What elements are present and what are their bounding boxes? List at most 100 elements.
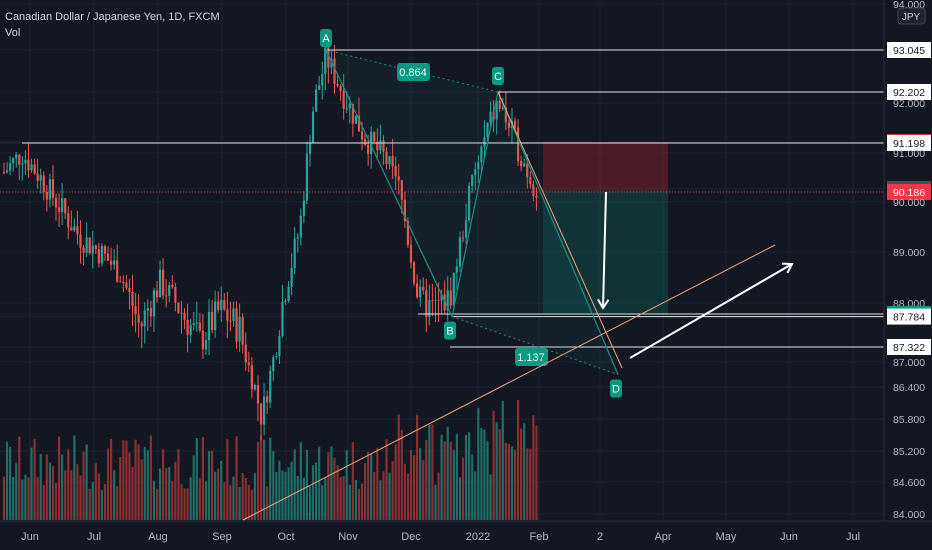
candle-body xyxy=(437,299,440,301)
candle-body xyxy=(210,311,214,331)
horizontal-levels[interactable] xyxy=(0,49,884,348)
candle-body xyxy=(336,84,339,86)
ratio-badge[interactable] xyxy=(515,348,548,366)
volume-bar xyxy=(220,461,223,520)
pattern-point-a-badge[interactable] xyxy=(320,29,332,47)
volume-bar xyxy=(5,441,9,520)
volume-bar xyxy=(76,464,79,520)
volume-bar xyxy=(223,482,226,520)
volume-bar xyxy=(67,449,70,520)
price-tag[interactable] xyxy=(887,84,931,100)
up-arrow[interactable] xyxy=(629,262,794,359)
candle-body xyxy=(315,89,318,112)
time-tick-label: 2022 xyxy=(466,531,490,543)
currency-badge[interactable] xyxy=(897,7,926,25)
time-tick-label: Apr xyxy=(654,531,671,543)
up-arrow-shaft xyxy=(629,263,793,359)
volume-bar xyxy=(122,440,125,520)
candle-body xyxy=(449,290,452,306)
trend-line[interactable] xyxy=(242,244,776,521)
volume-label: Vol xyxy=(5,27,21,39)
volume-bar xyxy=(137,444,140,520)
currency-badge-label: JPY xyxy=(902,12,921,23)
price-tag-label: 91.198 xyxy=(893,138,925,150)
price-tick-label: 87.000 xyxy=(893,357,925,369)
candle-body xyxy=(290,268,293,287)
candle-body xyxy=(180,312,183,314)
price-tag[interactable] xyxy=(887,308,931,325)
volume-bar xyxy=(523,423,526,520)
candle-body xyxy=(165,295,168,297)
volume-bar xyxy=(373,472,376,520)
stop-loss-zone[interactable] xyxy=(543,142,668,191)
volume-bar xyxy=(149,435,152,520)
volume-bar xyxy=(217,468,220,520)
price-tick-label: 92.000 xyxy=(893,98,925,110)
volume-bar xyxy=(400,429,403,520)
pattern-leg[interactable] xyxy=(497,91,619,375)
price-tag[interactable] xyxy=(887,184,931,200)
volume-bar xyxy=(468,432,471,520)
projection-arrows[interactable] xyxy=(242,191,794,521)
candle-body xyxy=(103,245,107,254)
pattern-leg[interactable] xyxy=(451,91,499,317)
price-tag[interactable] xyxy=(887,135,931,151)
volume-bar xyxy=(434,484,437,520)
candle-body xyxy=(70,227,73,231)
candle-body xyxy=(299,215,302,238)
volume-bar xyxy=(64,470,67,520)
volume-bar xyxy=(425,439,428,520)
volume-bar xyxy=(480,428,483,520)
candle-body xyxy=(403,199,406,222)
volume-bar xyxy=(27,477,30,520)
time-tick-label: Oct xyxy=(277,531,294,543)
volume-bar xyxy=(529,448,532,520)
volume-bar xyxy=(263,439,266,520)
pattern-ratio-line xyxy=(451,316,619,375)
candle-body xyxy=(149,308,152,317)
volume-bar xyxy=(532,415,535,520)
pattern-point-label: C xyxy=(494,71,502,83)
pattern-point-c-badge[interactable] xyxy=(492,67,504,85)
price-tag[interactable] xyxy=(887,339,931,355)
chart-title: Canadian Dollar / Japanese Yen, 1D, FXCM xyxy=(5,11,220,23)
candle-body xyxy=(61,198,64,212)
time-tick-label: Jul xyxy=(87,531,101,543)
candle-body xyxy=(192,323,195,326)
volume-bar xyxy=(238,487,241,520)
pattern-point-d-badge[interactable] xyxy=(610,379,622,398)
volume-bar xyxy=(296,475,299,520)
harmonic-pattern[interactable]: A B C D 0.864 1.137 xyxy=(320,29,623,398)
volume-bar xyxy=(131,467,134,520)
volume-bar xyxy=(125,440,128,520)
volume-bar xyxy=(278,460,281,520)
ratio-badge[interactable] xyxy=(397,63,430,81)
candle-body xyxy=(443,294,446,311)
volume-bar xyxy=(406,473,410,520)
candle-body xyxy=(409,245,413,263)
pattern-leg[interactable] xyxy=(325,49,453,317)
candle-body xyxy=(45,191,48,200)
pattern-point-b-badge[interactable] xyxy=(444,321,456,340)
candle-body xyxy=(391,156,394,167)
projection-leg[interactable] xyxy=(497,91,623,369)
candle-body xyxy=(520,160,523,167)
candle-body xyxy=(376,141,379,151)
volume-bar xyxy=(284,471,287,520)
price-tag[interactable] xyxy=(887,42,931,58)
candle-body xyxy=(480,146,483,163)
volume-bar xyxy=(324,477,327,520)
candle-body xyxy=(2,172,6,174)
volume-bar xyxy=(367,451,370,520)
candlesticks xyxy=(2,33,538,441)
time-axis[interactable]: Jun Jul Aug Sep Oct Nov Dec 2022 Feb 2 Apr May Jun Ju… xyxy=(0,520,932,543)
volume-bar xyxy=(33,439,36,520)
candle-body xyxy=(18,154,21,165)
candle-body xyxy=(263,396,266,425)
volume-bar xyxy=(180,484,183,520)
candle-body xyxy=(385,151,388,165)
time-tick-label: Jul xyxy=(846,531,860,543)
price-axis[interactable]: 94.00093.04592.20292.00091.21791.19891.0… xyxy=(883,0,931,521)
down-arrow[interactable] xyxy=(597,191,610,310)
